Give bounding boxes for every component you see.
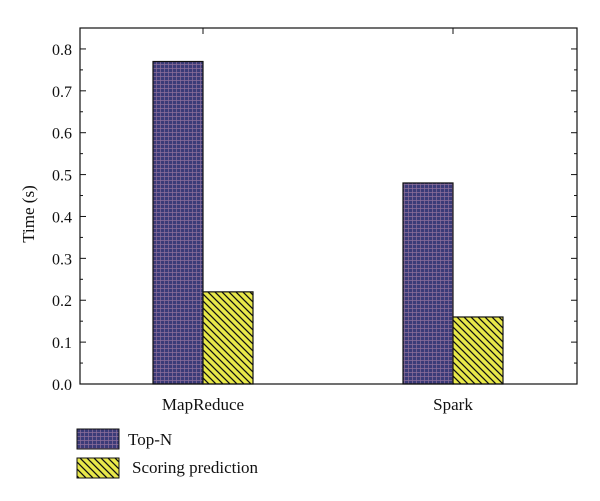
legend-label-scoring-prediction: Scoring prediction (132, 458, 259, 477)
legend-label-top-n: Top-N (128, 430, 172, 449)
y-tick-label: 0.8 (52, 42, 72, 59)
x-tick-label: MapReduce (162, 395, 244, 414)
legend: Top-N Scoring prediction (76, 428, 259, 479)
y-tick-label: 0.2 (52, 293, 72, 310)
y-tick-label: 0.5 (52, 168, 72, 185)
bar-scoring-prediction-spark (452, 316, 504, 385)
y-tick-label: 0.0 (52, 377, 72, 394)
y-tick-label: 0.1 (52, 335, 72, 352)
x-tick-label: Spark (433, 395, 473, 414)
y-axis-label: Time (s) (19, 185, 38, 242)
bar-scoring-prediction-mapreduce (202, 291, 254, 385)
y-tick-label: 0.6 (52, 126, 72, 143)
legend-swatch-top-n (76, 428, 120, 450)
bar-top-n-mapreduce (152, 60, 204, 385)
y-tick-label: 0.4 (52, 209, 72, 226)
y-tick-label: 0.3 (52, 251, 72, 268)
bar-top-n-spark (402, 182, 454, 385)
legend-swatch-scoring-prediction (76, 457, 120, 479)
y-tick-label: 0.7 (52, 84, 72, 101)
plot-frame (79, 27, 578, 385)
